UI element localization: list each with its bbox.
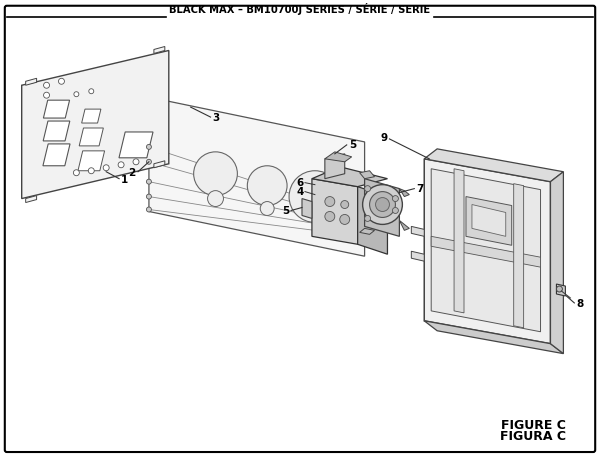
Circle shape — [118, 162, 124, 168]
Text: 5: 5 — [282, 207, 289, 217]
Circle shape — [88, 168, 94, 174]
Polygon shape — [119, 132, 153, 158]
Polygon shape — [43, 144, 70, 166]
FancyBboxPatch shape — [5, 6, 595, 452]
Text: 6: 6 — [297, 177, 304, 187]
Circle shape — [146, 194, 151, 199]
Polygon shape — [302, 198, 312, 218]
Polygon shape — [400, 220, 409, 230]
Circle shape — [247, 166, 287, 206]
Circle shape — [325, 197, 335, 207]
Polygon shape — [412, 227, 424, 236]
Circle shape — [365, 216, 371, 222]
Polygon shape — [78, 151, 104, 171]
Text: 4: 4 — [296, 187, 304, 197]
Circle shape — [556, 286, 562, 292]
Polygon shape — [431, 169, 541, 332]
Circle shape — [146, 179, 151, 184]
Circle shape — [89, 89, 94, 94]
Circle shape — [73, 170, 79, 176]
Text: 8: 8 — [577, 299, 584, 309]
Polygon shape — [149, 97, 365, 256]
Circle shape — [133, 159, 139, 165]
Polygon shape — [43, 100, 70, 118]
Polygon shape — [424, 321, 563, 354]
Circle shape — [194, 152, 238, 196]
Polygon shape — [312, 179, 358, 244]
Polygon shape — [514, 184, 524, 328]
Circle shape — [370, 192, 395, 217]
Polygon shape — [431, 236, 541, 267]
Circle shape — [392, 207, 398, 213]
Polygon shape — [154, 46, 165, 53]
Text: FIGURE C: FIGURE C — [502, 419, 566, 432]
Polygon shape — [359, 228, 374, 234]
Polygon shape — [154, 161, 165, 168]
Circle shape — [392, 196, 398, 202]
Polygon shape — [358, 187, 388, 254]
Polygon shape — [43, 121, 70, 141]
Circle shape — [208, 191, 223, 207]
Circle shape — [341, 201, 349, 208]
Circle shape — [325, 212, 335, 222]
Text: 7: 7 — [416, 184, 424, 194]
Polygon shape — [556, 284, 565, 296]
Text: 2: 2 — [128, 168, 135, 178]
Polygon shape — [472, 205, 506, 236]
Polygon shape — [424, 159, 550, 344]
Circle shape — [103, 165, 109, 171]
Circle shape — [260, 202, 274, 216]
Text: FIGURA C: FIGURA C — [500, 430, 566, 443]
Polygon shape — [365, 179, 400, 236]
Text: 3: 3 — [212, 113, 220, 123]
Polygon shape — [466, 197, 512, 245]
Text: 1: 1 — [121, 175, 128, 185]
Polygon shape — [79, 128, 103, 146]
Circle shape — [365, 186, 371, 192]
Text: BLACK MAX – BM10700J SERIES / SÉRIE / SERIE: BLACK MAX – BM10700J SERIES / SÉRIE / SE… — [169, 3, 431, 15]
Circle shape — [376, 197, 389, 212]
Circle shape — [362, 185, 403, 224]
Polygon shape — [26, 196, 37, 202]
Circle shape — [146, 207, 151, 212]
Polygon shape — [82, 109, 101, 123]
Circle shape — [146, 144, 151, 149]
Polygon shape — [325, 154, 345, 179]
Circle shape — [340, 214, 350, 224]
Circle shape — [44, 82, 50, 88]
Circle shape — [44, 92, 50, 98]
Circle shape — [289, 171, 341, 222]
Circle shape — [58, 78, 64, 84]
Polygon shape — [22, 51, 169, 198]
Polygon shape — [424, 149, 563, 182]
Text: 5: 5 — [349, 140, 356, 150]
Polygon shape — [454, 169, 464, 313]
Circle shape — [146, 159, 151, 164]
Polygon shape — [325, 152, 352, 162]
Circle shape — [74, 92, 79, 96]
Text: 9: 9 — [380, 133, 388, 143]
Polygon shape — [400, 189, 409, 197]
Polygon shape — [359, 171, 374, 179]
Polygon shape — [312, 167, 388, 187]
Polygon shape — [550, 172, 563, 354]
Polygon shape — [26, 78, 37, 85]
Polygon shape — [412, 251, 424, 261]
